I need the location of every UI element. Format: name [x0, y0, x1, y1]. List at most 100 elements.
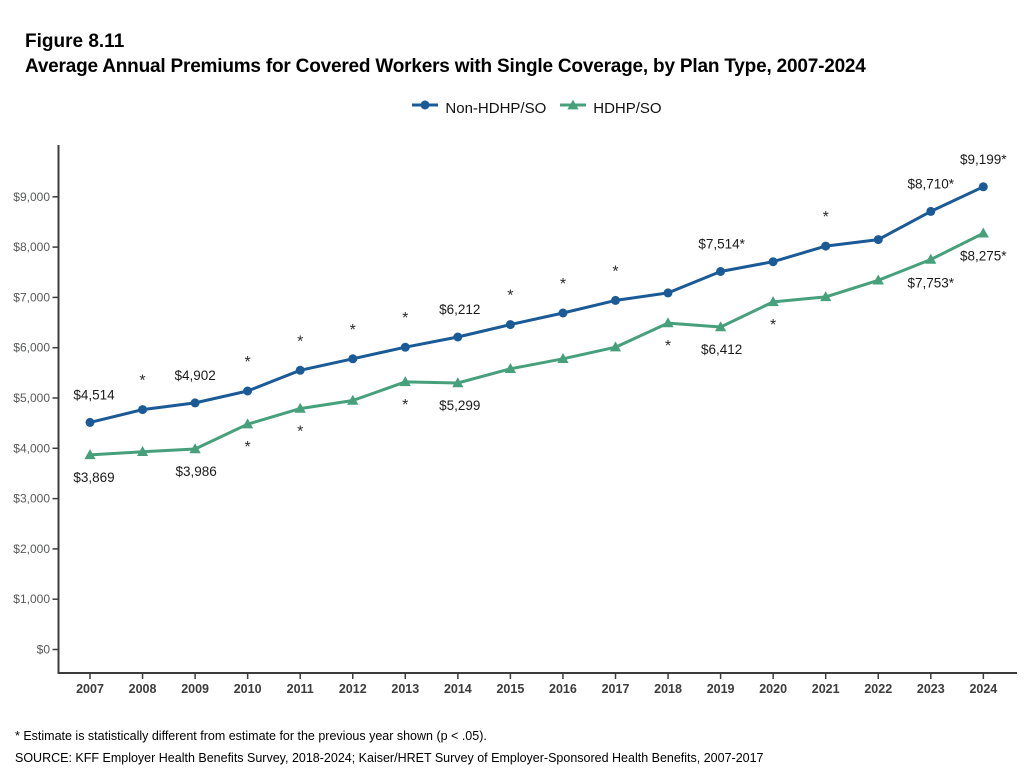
data-point-label: $7,514* — [698, 237, 745, 252]
x-axis-tick-label: 2024 — [969, 682, 997, 696]
data-point-marker — [820, 291, 832, 302]
data-point-label: $6,412 — [701, 342, 742, 357]
significance-asterisk: * — [402, 310, 408, 327]
significance-asterisk: * — [245, 439, 251, 456]
data-point-marker — [557, 353, 569, 363]
data-point-marker — [294, 402, 306, 413]
data-point-marker — [609, 341, 622, 352]
data-point-label: $8,275* — [960, 248, 1007, 263]
data-point-label: $5,299 — [439, 398, 480, 413]
data-point-marker — [452, 377, 464, 388]
data-point-marker — [400, 342, 410, 352]
figure-number: Figure 8.11 — [25, 31, 125, 52]
data-point-marker — [348, 354, 358, 364]
data-point-marker — [85, 417, 95, 427]
data-point-marker — [716, 267, 726, 276]
data-point-marker — [243, 386, 253, 396]
data-point-marker — [504, 363, 516, 373]
x-axis-tick-label: 2022 — [864, 682, 892, 696]
legend-item-non-hdhp-so: Non-HDHP/SO — [412, 99, 546, 117]
chart-title: Average Annual Premiums for Covered Work… — [25, 56, 866, 77]
data-point-marker — [505, 320, 515, 330]
x-axis-tick-label: 2020 — [759, 682, 787, 696]
data-point-label: $7,753* — [908, 276, 955, 291]
data-point-marker — [821, 241, 831, 251]
data-point-marker — [767, 296, 779, 307]
data-point-marker — [399, 376, 411, 387]
legend-label-hdhp-so: HDHP/SO — [593, 99, 662, 117]
significance-asterisk: * — [402, 397, 408, 414]
significance-asterisk: * — [507, 288, 513, 305]
data-point-marker — [137, 446, 149, 456]
data-point-label: $4,902 — [174, 368, 215, 383]
data-point-marker — [84, 449, 96, 460]
legend-label-non-hdhp-so: Non-HDHP/SO — [445, 99, 547, 117]
data-point-marker — [926, 206, 936, 216]
y-axis-tick-label: $5,000 — [13, 391, 50, 405]
data-point-label: $3,986 — [175, 464, 216, 479]
data-point-marker — [662, 317, 674, 328]
data-point-marker — [138, 405, 148, 415]
data-point-marker — [925, 253, 937, 264]
data-point-label: $8,710* — [908, 176, 955, 191]
x-axis-tick-label: 2011 — [287, 682, 314, 696]
data-point-marker — [978, 182, 988, 192]
significance-asterisk: * — [560, 276, 566, 293]
data-point-marker — [242, 418, 254, 429]
x-axis-tick-label: 2012 — [339, 682, 367, 696]
x-axis-tick-label: 2016 — [549, 682, 577, 696]
data-point-marker — [347, 394, 359, 405]
y-axis-tick-label: $1,000 — [13, 592, 50, 606]
y-axis-tick-label: $8,000 — [13, 240, 50, 254]
series-hdhp-so: * * * * * $3,869 $3,986 $5,299 $6,412 $7,753* $8,2… — [73, 227, 1007, 485]
x-axis-tick-label: 2015 — [496, 682, 524, 696]
x-axis-tick-label: 2007 — [76, 682, 104, 696]
data-point-marker — [873, 235, 883, 245]
data-point-label: $6,212 — [439, 302, 480, 317]
data-point-marker — [190, 398, 200, 408]
line-triangle-marker-icon — [560, 99, 587, 117]
y-axis-tick-label: $6,000 — [13, 341, 50, 355]
x-axis-tick-label: 2010 — [234, 682, 262, 696]
data-point-marker — [295, 365, 305, 375]
y-axis-tick-label: $7,000 — [13, 290, 50, 304]
x-axis-tick-label: 2021 — [812, 682, 840, 696]
data-point-marker — [977, 227, 989, 238]
data-point-marker — [189, 443, 201, 454]
significance-asterisk: * — [823, 209, 829, 226]
line-circle-marker-icon — [412, 99, 439, 117]
axes: $0 $1,000 $2,000 $3,000 $4,000 $5,000 $6,000 $7… — [13, 145, 1017, 696]
significance-asterisk: * — [665, 338, 671, 355]
x-axis-tick-label: 2019 — [707, 682, 735, 696]
significance-asterisk: * — [350, 322, 356, 339]
chart-legend: Non-HDHP/SO HDHP/SO — [57, 99, 1017, 117]
y-axis-tick-label: $0 — [37, 643, 51, 657]
data-point-marker — [558, 308, 568, 318]
data-point-marker — [715, 321, 727, 332]
x-axis-tick-label: 2009 — [181, 682, 209, 696]
data-point-label: $3,869 — [73, 470, 114, 485]
data-point-label: $9,199* — [960, 152, 1007, 167]
significance-footnote: * Estimate is statistically different fr… — [15, 729, 487, 743]
significance-asterisk: * — [770, 317, 776, 334]
significance-asterisk: * — [612, 263, 618, 280]
source-footnote: SOURCE: KFF Employer Health Benefits Sur… — [15, 751, 764, 765]
series-non-hdhp-so: * * * * * * * * * $4,514 $4,902 $6,212 $7,514* $8,710… — [73, 152, 1007, 427]
x-axis-tick-label: 2013 — [391, 682, 419, 696]
y-axis-tick-label: $2,000 — [13, 542, 50, 556]
y-axis-tick-label: $4,000 — [13, 441, 50, 455]
x-axis-tick-label: 2023 — [917, 682, 945, 696]
significance-asterisk: * — [297, 424, 303, 441]
significance-asterisk: * — [245, 354, 251, 371]
data-point-marker — [872, 274, 884, 285]
y-axis-tick-label: $9,000 — [13, 190, 50, 204]
significance-asterisk: * — [139, 373, 145, 390]
x-axis-tick-label: 2014 — [444, 682, 472, 696]
data-point-marker — [768, 257, 778, 267]
x-axis-tick-label: 2008 — [129, 682, 157, 696]
significance-asterisk: * — [297, 333, 303, 350]
x-axis-tick-label: 2018 — [654, 682, 682, 696]
data-point-marker — [611, 295, 620, 305]
